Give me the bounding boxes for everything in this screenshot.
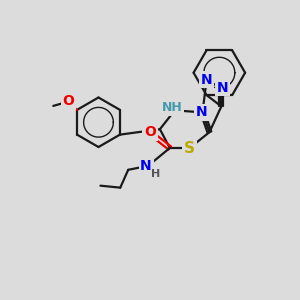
Text: N: N bbox=[217, 81, 228, 94]
Text: O: O bbox=[62, 94, 74, 108]
Text: N: N bbox=[201, 73, 212, 87]
Text: N: N bbox=[196, 105, 207, 119]
Text: N: N bbox=[140, 159, 152, 173]
Text: S: S bbox=[184, 140, 195, 155]
Text: H: H bbox=[151, 169, 160, 179]
Text: O: O bbox=[144, 125, 156, 139]
Text: NH: NH bbox=[161, 101, 182, 114]
